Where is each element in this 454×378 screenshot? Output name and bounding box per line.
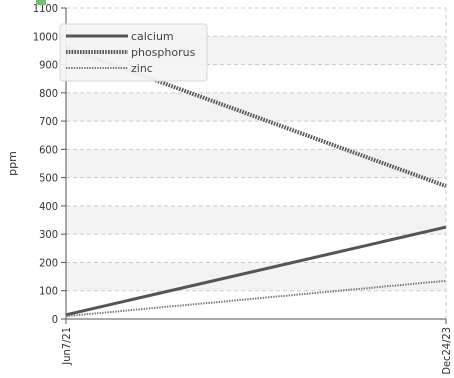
y-axis-label: ppm: [6, 151, 19, 176]
grid-band: [66, 205, 446, 235]
y-tick-label: 1100: [33, 2, 58, 15]
corner-marker: [36, 0, 46, 5]
y-tick-label: 0: [52, 313, 58, 326]
series-line-calcium: [65, 225, 447, 317]
legend-label-phosphorus: phosphorus: [131, 46, 196, 59]
y-tick-label: 500: [39, 172, 58, 185]
y-tick-labels: 0 100 200 300 400 500 600 700 800 900 1000 1100: [33, 2, 58, 326]
x-tick-label: Dec24/23: [440, 327, 453, 375]
x-tick-label: Jun7/21: [60, 327, 73, 366]
legend-label-calcium: calcium: [131, 30, 174, 43]
y-tick-label: 600: [39, 143, 58, 156]
y-tick-label: 300: [39, 228, 58, 241]
y-tick-label: 1000: [33, 30, 58, 43]
x-tick-labels: Jun7/21 Dec24/23: [60, 327, 453, 375]
y-tick-label: 200: [39, 256, 58, 269]
y-tick-label: 800: [39, 87, 58, 100]
legend: calcium phosphorus zinc: [59, 23, 208, 82]
y-tick-label: 100: [39, 285, 58, 298]
grid-band: [66, 262, 446, 291]
y-tick-label: 700: [39, 115, 58, 128]
series-line-zinc: [65, 279, 447, 318]
y-tick-label: 400: [39, 200, 58, 213]
legend-box: [59, 23, 208, 82]
legend-label-zinc: zinc: [131, 62, 153, 75]
y-tick-label: 900: [39, 59, 58, 72]
